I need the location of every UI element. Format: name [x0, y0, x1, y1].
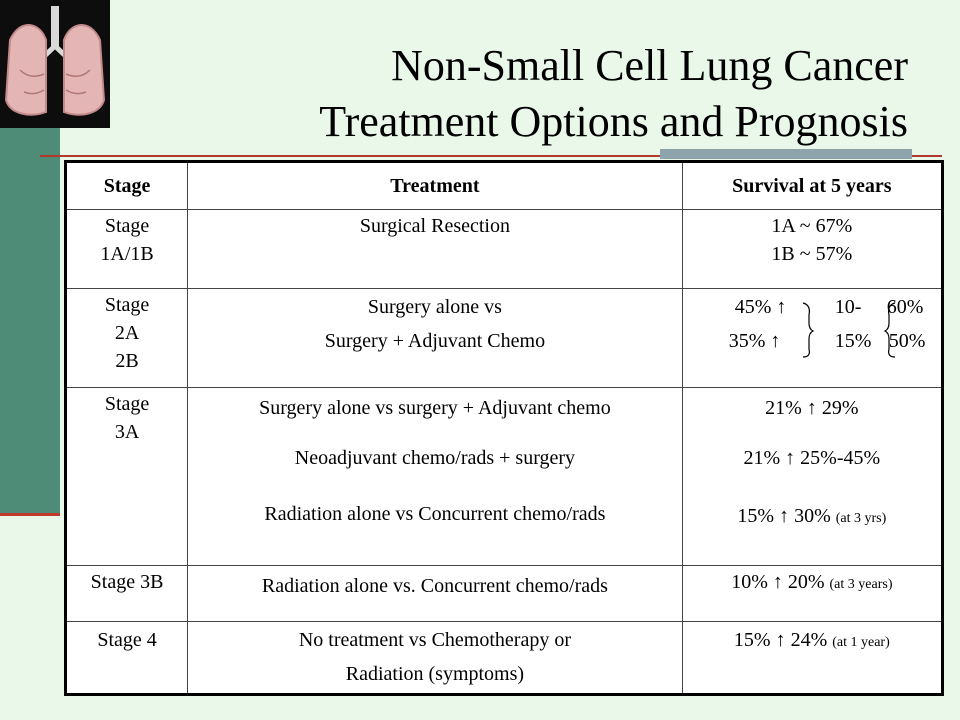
stage-text: 2B	[115, 349, 139, 372]
survival-cell: 10% ↑ 20% (at 3 years)	[681, 564, 944, 623]
treatment-text: Surgery + Adjuvant Chemo	[324, 329, 546, 352]
stage-text: Stage 4	[97, 629, 157, 652]
survival-cell: 1A ~ 67% 1B ~ 57%	[681, 209, 944, 289]
stage-cell: Stage 2A 2B	[64, 287, 189, 388]
stage-cell: Stage 3A	[64, 386, 189, 567]
stage-text: Stage	[104, 293, 150, 316]
table-row: Stage 4 No treatment vs Chemotherapy or …	[64, 621, 944, 695]
header-survival: Survival at 5 years	[681, 160, 944, 211]
survival-grid: 45% ↑ 10- 60% 35% ↑ 15% 50%	[687, 291, 937, 381]
table-row: Stage 2A 2B Surgery alone vs Surgery + A…	[64, 287, 944, 388]
treatment-text: Radiation alone vs Concurrent chemo/rads	[264, 502, 606, 525]
side-accent-bar	[0, 128, 60, 516]
survival-line: 15% ↑ 30% (at 3 yrs)	[687, 502, 937, 533]
stage-text: Stage 3B	[90, 571, 164, 593]
survival-text: 21% ↑ 29%	[765, 396, 859, 419]
survival-text: 45% ↑	[734, 295, 787, 318]
table-row: Stage 3B Radiation alone vs. Concurrent …	[64, 564, 944, 623]
survival-note: (at 3 yrs)	[835, 510, 887, 526]
treatment-text: Radiation (symptoms)	[345, 663, 525, 686]
survival-cell: 21% ↑ 29% 21% ↑ 25%-45% 15% ↑ 30% (at 3 …	[681, 386, 944, 567]
treatment-text: Surgery alone vs	[367, 295, 502, 318]
table-header-row: Stage Treatment Survival at 5 years	[64, 160, 944, 211]
treatment-table: Stage Treatment Survival at 5 years Stag…	[64, 160, 944, 696]
title-underline-red-right	[912, 155, 942, 157]
survival-text: 1B ~ 57%	[771, 243, 853, 266]
title-underline-red	[40, 155, 940, 157]
stage-text: 1A/1B	[100, 243, 154, 266]
stage-cell: Stage 4	[64, 621, 189, 695]
survival-text: 1A ~ 67%	[771, 215, 853, 238]
stage-text: 2A	[114, 321, 140, 344]
table-row: Stage 3A Surgery alone vs surgery + Adju…	[64, 386, 944, 567]
stage-text: 3A	[114, 420, 140, 443]
stage-text: Stage	[104, 215, 150, 238]
survival-text: 60%	[886, 295, 924, 318]
treatment-cell: No treatment vs Chemotherapy or Radiatio…	[187, 621, 683, 695]
treatment-cell: Radiation alone vs. Concurrent chemo/rad…	[187, 564, 683, 623]
lungs-illustration	[0, 0, 110, 128]
survival-text: 10% ↑ 20%	[731, 571, 825, 593]
survival-text: 10-	[834, 295, 862, 318]
survival-text: 15%	[834, 329, 872, 352]
treatment-text: Surgery alone vs surgery + Adjuvant chem…	[259, 396, 611, 419]
header-stage: Stage	[64, 160, 189, 211]
survival-text: 50%	[888, 329, 926, 352]
stage-text: Stage	[104, 392, 150, 415]
survival-line: 10% ↑ 20% (at 3 years)	[687, 568, 937, 599]
treatment-text: Radiation alone vs. Concurrent chemo/rad…	[261, 575, 608, 597]
survival-note: (at 1 year)	[832, 635, 890, 651]
treatment-text: Neoadjuvant chemo/rads + surgery	[294, 446, 576, 469]
title-underline-grey	[660, 149, 912, 159]
survival-cell: 45% ↑ 10- 60% 35% ↑ 15% 50%	[681, 287, 944, 388]
brace-icon	[883, 302, 895, 358]
treatment-text: No treatment vs Chemotherapy or	[298, 629, 571, 652]
survival-note: (at 3 years)	[829, 577, 893, 592]
treatment-cell: Surgery alone vs Surgery + Adjuvant Chem…	[187, 287, 683, 388]
survival-text: 15% ↑ 24%	[733, 629, 828, 652]
page-title-line1: Non-Small Cell Lung Cancer	[391, 41, 908, 90]
survival-text: 21% ↑ 25%-45%	[743, 446, 881, 469]
page-title-line2: Treatment Options and Prognosis	[319, 97, 908, 146]
table-row: Stage 1A/1B Surgical Resection 1A ~ 67% …	[64, 209, 944, 289]
stage-cell: Stage 1A/1B	[64, 209, 189, 289]
survival-text: 15% ↑ 30%	[737, 504, 831, 527]
treatment-cell: Surgical Resection	[187, 209, 683, 289]
stage-cell: Stage 3B	[64, 564, 189, 623]
treatment-text: Surgical Resection	[359, 215, 510, 238]
survival-cell: 15% ↑ 24% (at 1 year)	[681, 621, 944, 695]
survival-text: 35% ↑	[728, 329, 781, 352]
survival-line: 15% ↑ 24% (at 1 year)	[687, 626, 937, 657]
treatment-cell: Surgery alone vs surgery + Adjuvant chem…	[187, 386, 683, 567]
brace-icon	[802, 302, 815, 358]
header-treatment: Treatment	[187, 160, 683, 211]
